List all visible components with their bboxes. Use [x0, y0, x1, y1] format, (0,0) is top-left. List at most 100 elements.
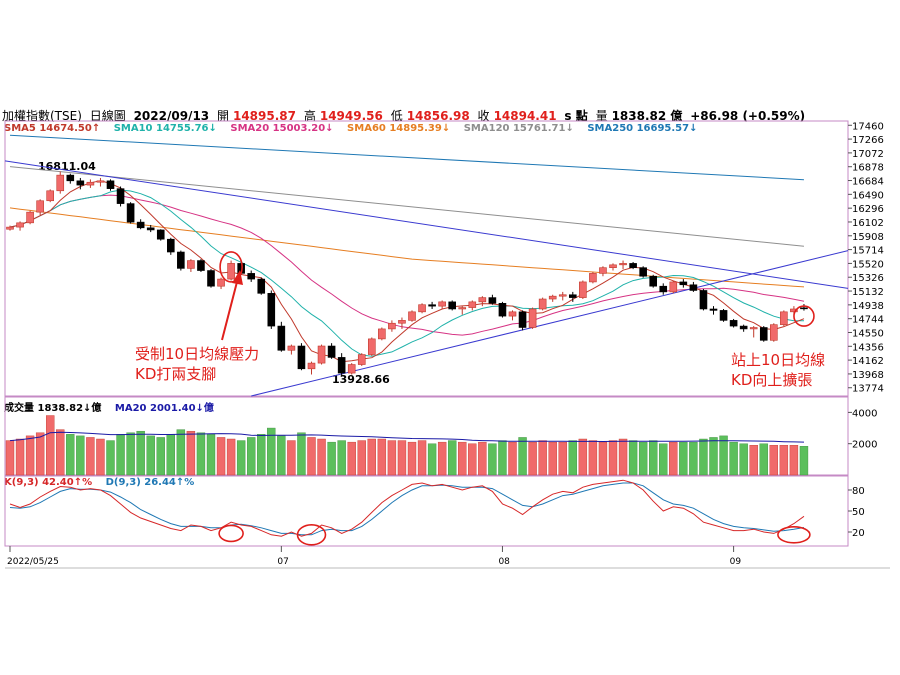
volume-bar [628, 440, 638, 476]
price-tick-label: 15908 [852, 232, 884, 243]
volume-bar [618, 438, 628, 476]
volume-bar [538, 440, 547, 476]
volume-bar [327, 441, 336, 476]
candle-body [66, 174, 75, 182]
candle-body [388, 322, 396, 330]
price-tick-label: 14356 [852, 342, 884, 353]
candle-body [287, 345, 296, 351]
volume-bar [518, 437, 527, 476]
price-panel-border [4, 120, 849, 397]
candle-body [207, 270, 215, 287]
candle-body [297, 345, 306, 370]
low-label: 低 [390, 109, 403, 123]
candle-body [398, 320, 406, 324]
period-label: 日線圖 [89, 109, 126, 123]
candle-body [619, 263, 627, 266]
volume-bar [106, 440, 115, 476]
candle-body [136, 221, 145, 229]
volume-bar [277, 435, 286, 476]
price-tick-label: 15132 [852, 287, 884, 298]
candle-body [508, 311, 517, 317]
candle-body [257, 278, 266, 294]
candle-body [46, 190, 55, 202]
volume-bar [749, 445, 758, 476]
candle-body [177, 251, 185, 269]
open-value: 14895.87 [232, 109, 296, 123]
volume-bar [317, 438, 326, 476]
candle-body [197, 260, 205, 271]
candle-body [649, 275, 658, 287]
volume-bar [25, 435, 35, 476]
ma-legend-sma20: SMA20 15003.20↓ [230, 123, 334, 134]
volume-label: 量 [595, 109, 608, 123]
index-name: 加權指數(TSE) [2, 109, 82, 123]
candle-body [438, 301, 446, 307]
x-tick-label: 09 [730, 557, 742, 567]
price-tick-label: 15714 [852, 246, 884, 257]
kd-tick-label: 20 [852, 528, 865, 539]
candle-body [337, 357, 346, 374]
volume-bar [488, 443, 497, 476]
volume-bar [769, 445, 778, 476]
candle-body [367, 338, 376, 355]
candle-body [156, 229, 165, 240]
price-tick-label: 14938 [852, 301, 884, 312]
unit-label: s 點 [564, 109, 588, 123]
high-value: 14949.56 [319, 109, 383, 123]
volume-bar [649, 440, 658, 476]
candle-body [26, 211, 34, 224]
volume-bar [508, 441, 517, 476]
candle-body [247, 273, 255, 280]
annotation-arrow-head [232, 270, 243, 285]
x-tick-label: 2022/05/25 [7, 557, 59, 567]
candle-body [769, 324, 778, 341]
candle-body [267, 293, 276, 327]
period-high-label: 16811.04 [38, 160, 96, 173]
candle-body [347, 364, 356, 374]
ma-legend-sma10: SMA10 14755.76↓ [113, 123, 217, 134]
sma120-line [9, 166, 804, 247]
annotation-left-line1: 受制10日均線壓力 [135, 345, 260, 363]
volume-bar [35, 432, 45, 476]
kd-tick-label: 50 [852, 507, 865, 518]
candle-body [729, 320, 738, 327]
price-tick-label: 16878 [852, 163, 884, 174]
candle-body [307, 362, 316, 370]
volume-bar [789, 445, 799, 476]
volume-bar [236, 440, 246, 476]
volume-bar [638, 441, 648, 476]
candle-body [528, 308, 537, 328]
candle-body [16, 222, 24, 228]
x-tick-label: 07 [277, 557, 288, 567]
volume-bar [116, 434, 125, 476]
price-tick-label: 16684 [852, 177, 884, 188]
volume-bar [498, 440, 507, 476]
sma250-line [9, 134, 804, 181]
volume-bar [709, 437, 718, 476]
candle-body [146, 227, 155, 231]
volume-bar [126, 432, 135, 476]
candle-body [478, 297, 487, 303]
candle-body [277, 325, 286, 351]
volume-bar [136, 430, 145, 476]
candle-body [759, 327, 768, 341]
volume-bar [448, 440, 457, 476]
volume-bar [166, 434, 176, 476]
volume-bar [568, 440, 577, 476]
volume-bar [15, 438, 25, 476]
kd-k-line [9, 479, 805, 537]
volume-bar [719, 435, 728, 476]
candle-body [739, 325, 748, 330]
candle-body [6, 226, 14, 230]
candle-body [418, 304, 426, 313]
date-label: 2022/09/13 [133, 109, 210, 123]
volume-bar [397, 440, 407, 476]
annotation-arrow-shaft [221, 277, 239, 341]
header-bar: 加權指數(TSE) 日線圖 2022/09/13 開 14895.87 高 1494… [2, 107, 809, 124]
volume-legend-ma20: MA20 2001.40↓億 [114, 403, 214, 414]
candle-body [36, 200, 44, 213]
volume-bar [257, 434, 266, 476]
volume-bar [287, 440, 296, 476]
kd-legend-k: K(9,3) 42.40↑% [4, 477, 93, 488]
